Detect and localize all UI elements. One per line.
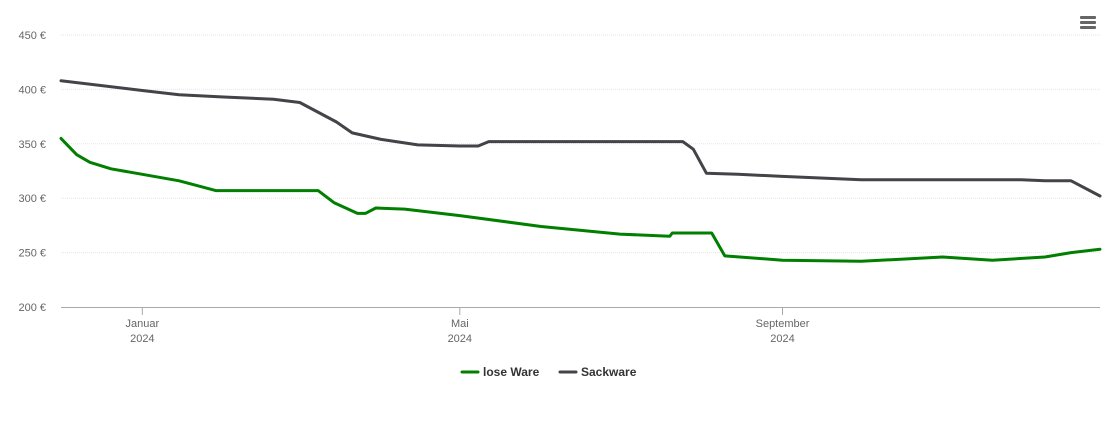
legend[interactable]: lose Ware Sackware: [460, 365, 637, 379]
series-line-0[interactable]: [59, 136, 1102, 263]
y-tick-label: 400 €: [18, 84, 46, 96]
x-tick-label-month: Mai: [451, 318, 469, 330]
x-tick-label-month: September: [756, 318, 810, 330]
y-tick-label: 300 €: [18, 193, 46, 205]
series-line-1[interactable]: [59, 79, 1102, 198]
series-lines: [59, 79, 1102, 263]
x-axis-ticks: Januar 2024 Mai 2024 September 2024: [126, 307, 810, 345]
legend-label: lose Ware: [483, 365, 540, 379]
y-tick-label: 200 €: [18, 302, 46, 314]
y-axis-labels: 450 € 400 € 350 € 300 € 250 € 200 €: [18, 30, 46, 314]
y-tick-label: 350 €: [18, 139, 46, 151]
y-tick-label: 450 €: [18, 30, 46, 42]
legend-item-0[interactable]: lose Ware: [460, 365, 540, 379]
x-tick-label-year: 2024: [770, 333, 794, 345]
legend-item-1[interactable]: Sackware: [558, 365, 637, 379]
grid-lines: [61, 34, 1100, 254]
x-tick-label-year: 2024: [130, 333, 154, 345]
y-tick-label: 250 €: [18, 248, 46, 260]
legend-label: Sackware: [581, 365, 637, 379]
hamburger-menu-icon[interactable]: [1079, 15, 1097, 33]
x-tick-label-month: Januar: [126, 318, 160, 330]
x-tick-label-year: 2024: [448, 333, 472, 345]
